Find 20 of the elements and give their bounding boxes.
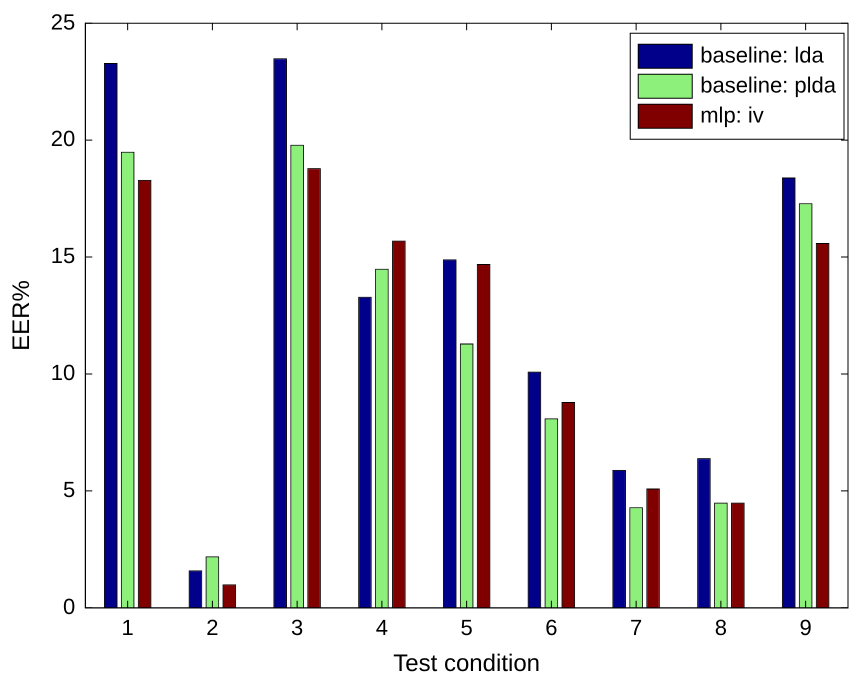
x-tick-label: 7: [630, 615, 642, 640]
legend-label: baseline: lda: [700, 42, 825, 68]
y-tick-label: 20: [50, 126, 76, 152]
y-tick-label: 25: [50, 9, 76, 34]
y-tick-label: 5: [63, 476, 76, 502]
y-tick-label: 10: [50, 360, 76, 386]
y-tick-label: 0: [63, 594, 76, 619]
legend-label: mlp: iv: [700, 102, 764, 128]
x-tick-label: 2: [206, 615, 219, 640]
x-tick-label: 1: [122, 615, 134, 640]
x-tick-label: 5: [460, 615, 473, 640]
x-tick-label: 9: [800, 615, 812, 640]
y-axis-title: EER%: [8, 280, 36, 351]
x-axis-title: Test condition: [393, 650, 540, 678]
x-tick-label: 8: [714, 615, 728, 640]
x-tick-label: 3: [291, 615, 304, 640]
x-tick-label: 4: [376, 615, 388, 640]
legend-label: baseline: plda: [700, 72, 837, 98]
y-tick-label: 15: [50, 243, 76, 268]
x-tick-label: 6: [545, 615, 558, 640]
